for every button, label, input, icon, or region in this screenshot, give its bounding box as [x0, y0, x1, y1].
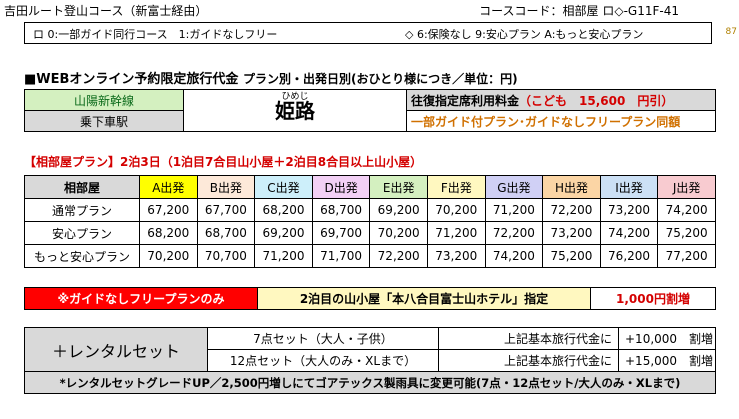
price-cell: 67,700 — [196, 198, 256, 222]
price-cell: 69,200 — [369, 198, 428, 222]
price-cell: 74,200 — [599, 221, 659, 245]
price-cell: 77,200 — [657, 244, 716, 268]
fare-label: 往復指定席利用料金 — [411, 93, 520, 108]
departure-header: G出発 — [484, 175, 544, 199]
station-ruby: ひめじ — [281, 92, 309, 102]
table-row: 安心プラン 68,200 68,700 69,200 69,700 70,200… — [24, 221, 716, 245]
price-table: 相部屋 A出発 B出発 C出発 D出発 E出発 F出発 G出発 H出発 I出発 … — [24, 175, 716, 268]
price-cell: 71,200 — [484, 198, 544, 222]
fare-cell: 往復指定席利用料金（こども 15,600 円引） — [406, 89, 716, 111]
no-guide-label: ※ガイドなしフリープランのみ — [24, 287, 258, 310]
rental-set-12: 12点セット（大人のみ・XLまで） — [207, 349, 439, 372]
departure-header: E出発 — [369, 175, 428, 199]
price-title: ■WEBオンライン予約限定旅行代金 プラン別・出発日別(おひとり様につき／単位：… — [24, 68, 518, 87]
price-cell: 72,200 — [484, 221, 544, 245]
rental-note: *レンタルセットグレードUP／2,500円増しにてゴアテックス製雨具に変更可能(… — [24, 371, 716, 394]
insurance-option: ◇ 6:保険なし 9:安心プラン A:もっと安心プラン — [405, 28, 644, 41]
option-codes-box: ロ 0:一部ガイド同行コース 1:ガイドなしフリー ◇ 6:保険なし 9:安心プ… — [24, 22, 712, 44]
line-label: 山陽新幹線 — [24, 89, 184, 111]
price-cell: 67,200 — [139, 198, 198, 222]
price-cell: 73,200 — [542, 221, 601, 245]
price-cell: 68,200 — [139, 221, 198, 245]
guide-option: ロ 0:一部ガイド同行コース 1:ガイドなしフリー — [33, 28, 278, 41]
plan-label: 安心プラン — [24, 221, 140, 245]
price-cell: 75,200 — [657, 221, 716, 245]
price-cell: 69,700 — [311, 221, 371, 245]
price-cell: 70,200 — [369, 221, 428, 245]
departure-header: J出発 — [657, 175, 716, 199]
departure-header: D出発 — [311, 175, 371, 199]
hut-note: 2泊目の山小屋「本八合目富士山ホテル」指定 — [257, 287, 591, 310]
page-number: 87 — [725, 27, 737, 37]
departure-header: A出発 — [139, 175, 198, 199]
departure-header: C出発 — [254, 175, 313, 199]
price-cell: 69,200 — [254, 221, 313, 245]
price-title-main: ■WEBオンライン予約限定旅行代金 — [24, 72, 239, 87]
price-cell: 72,200 — [369, 244, 428, 268]
price-cell: 76,200 — [599, 244, 659, 268]
rental-label: ＋レンタルセット — [24, 327, 208, 372]
price-title-sub: プラン別・出発日別(おひとり様につき／単位：円) — [242, 72, 518, 86]
course-name: 吉田ルート登山コース（新富士経由） — [4, 4, 208, 18]
price-cell: 68,700 — [311, 198, 371, 222]
rental-set-7-amount: +10,000 割増 — [618, 327, 716, 350]
rental-base-text: 上記基本旅行代金に — [438, 327, 619, 350]
station-name: 姫路 — [275, 99, 315, 123]
table-row: もっと安心プラン 70,200 70,700 71,200 71,700 72,… — [24, 244, 716, 268]
price-cell: 73,200 — [599, 198, 659, 222]
price-cell: 68,700 — [196, 221, 256, 245]
price-cell: 70,700 — [196, 244, 256, 268]
price-table-corner: 相部屋 — [24, 175, 140, 199]
rental-base-text: 上記基本旅行代金に — [438, 349, 619, 372]
price-cell: 72,200 — [542, 198, 601, 222]
no-guide-banner: ※ガイドなしフリープランのみ 2泊目の山小屋「本八合目富士山ホテル」指定 1,0… — [24, 287, 716, 310]
price-cell: 73,200 — [426, 244, 486, 268]
course-code: コースコード：相部屋 ロ◇-G11F-41 — [479, 4, 679, 18]
plan-label: 通常プラン — [24, 198, 140, 222]
departure-header: I出発 — [599, 175, 659, 199]
departure-header: B出発 — [196, 175, 256, 199]
table-row: 通常プラン 67,200 67,700 68,200 68,700 69,200… — [24, 198, 716, 222]
price-cell: 71,200 — [254, 244, 313, 268]
station-info-table: 山陽新幹線 ひめじ 姫路 往復指定席利用料金（こども 15,600 円引） 乗下… — [24, 89, 716, 132]
plan-title: 【相部屋プラン】2泊3日（1泊目7合目山小屋＋2泊目8合目以上山小屋） — [24, 155, 423, 169]
price-cell: 70,200 — [426, 198, 486, 222]
plan-note: 一部ガイド付プラン･ガイドなしフリープラン同額 — [406, 110, 716, 132]
price-cell: 74,200 — [657, 198, 716, 222]
station-label: 乗下車駅 — [24, 110, 184, 132]
price-cell: 70,200 — [139, 244, 198, 268]
fare-child-discount: （こども 15,600 円引） — [519, 93, 674, 108]
price-cell: 68,200 — [254, 198, 313, 222]
surcharge-amount: 1,000円割増 — [590, 287, 716, 310]
rental-set-12-amount: +15,000 割増 — [618, 349, 716, 372]
price-cell: 75,200 — [542, 244, 601, 268]
price-cell: 74,200 — [484, 244, 544, 268]
price-cell: 71,700 — [311, 244, 371, 268]
plan-label: もっと安心プラン — [24, 244, 140, 268]
rental-table: ＋レンタルセット 7点セット（大人・子供） 上記基本旅行代金に +10,000 … — [24, 327, 716, 394]
departure-header: H出発 — [542, 175, 601, 199]
departure-header: F出発 — [426, 175, 486, 199]
rental-set-7: 7点セット（大人・子供） — [207, 327, 439, 350]
price-cell: 71,200 — [426, 221, 486, 245]
station-cell: ひめじ 姫路 — [183, 89, 407, 132]
